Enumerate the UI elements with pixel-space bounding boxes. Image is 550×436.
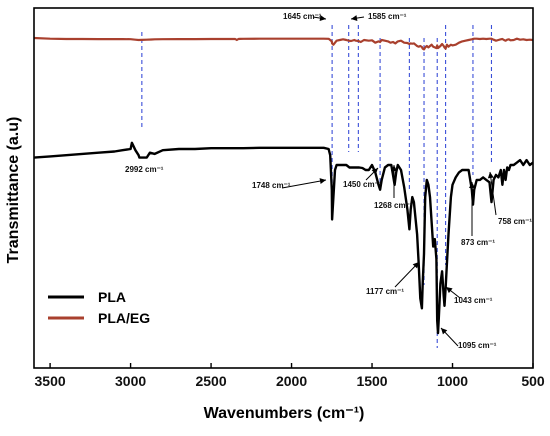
annotation-arrow-head (469, 182, 475, 188)
y-axis-title: Transmittance (a.u) (5, 117, 22, 264)
annotation-label-873: 873 cm⁻¹ (461, 238, 495, 247)
annotation-label-1177: 1177 cm⁻¹ (366, 287, 404, 296)
legend-label-pla: PLA (98, 289, 126, 305)
annotation-arrow-head (412, 262, 419, 269)
annotation-arrow-head (371, 168, 378, 175)
annotation-label-1043: 1043 cm⁻¹ (454, 296, 493, 305)
x-tick-label: 2000 (276, 373, 307, 389)
annotation-arrow-758 (489, 171, 497, 216)
annotation-label-1095: 1095 cm⁻¹ (458, 341, 497, 350)
x-tick-label: 1500 (356, 373, 387, 389)
x-tick-label: 500 (521, 373, 545, 389)
annotation-arrow-head (391, 165, 397, 171)
legend: PLA PLA/EG (48, 289, 150, 326)
series-line-pla-eg (33, 36, 534, 51)
x-axis-title: Wavenumbers (cm⁻¹) (204, 405, 365, 422)
x-tick-label: 3500 (35, 373, 66, 389)
legend-label-pla-eg: PLA/EG (98, 310, 150, 326)
x-tick-label: 3000 (115, 373, 146, 389)
x-tick-label: 2500 (195, 373, 226, 389)
series-line-pla (33, 141, 534, 335)
annotation-label-758: 758 cm⁻¹ (498, 217, 532, 226)
annotation-arrow-head (319, 15, 326, 22)
annotation-label-1645: 1645 cm⁻¹ (283, 12, 322, 21)
annotation-arrow-1748 (281, 179, 327, 189)
annotation-arrow-head (351, 15, 358, 22)
x-tick-label: 1000 (437, 373, 468, 389)
annotation-arrow-head (487, 172, 494, 179)
annotation-label-1585: 1585 cm⁻¹ (368, 12, 407, 21)
peak-annotations: 2992 cm⁻¹ 1748 cm⁻¹ 1645 cm⁻¹ 1585 cm⁻¹ 1450… (125, 12, 532, 350)
annotation-label-2992: 2992 cm⁻¹ (125, 165, 164, 174)
series-lines (33, 36, 534, 335)
annotation-label-1450: 1450 cm⁻¹ (343, 180, 382, 189)
annotation-label-1268: 1268 cm⁻¹ (374, 201, 413, 210)
annotation-arrow-head (319, 178, 326, 185)
annotation-label-1748: 1748 cm⁻¹ (252, 181, 291, 190)
x-axis-ticks: 3500 3000 2500 2000 1500 1000 500 (35, 363, 545, 389)
plot-frame (33, 7, 534, 369)
annotation-arrow-head (441, 328, 448, 335)
annotation-arrow-head (446, 287, 453, 294)
